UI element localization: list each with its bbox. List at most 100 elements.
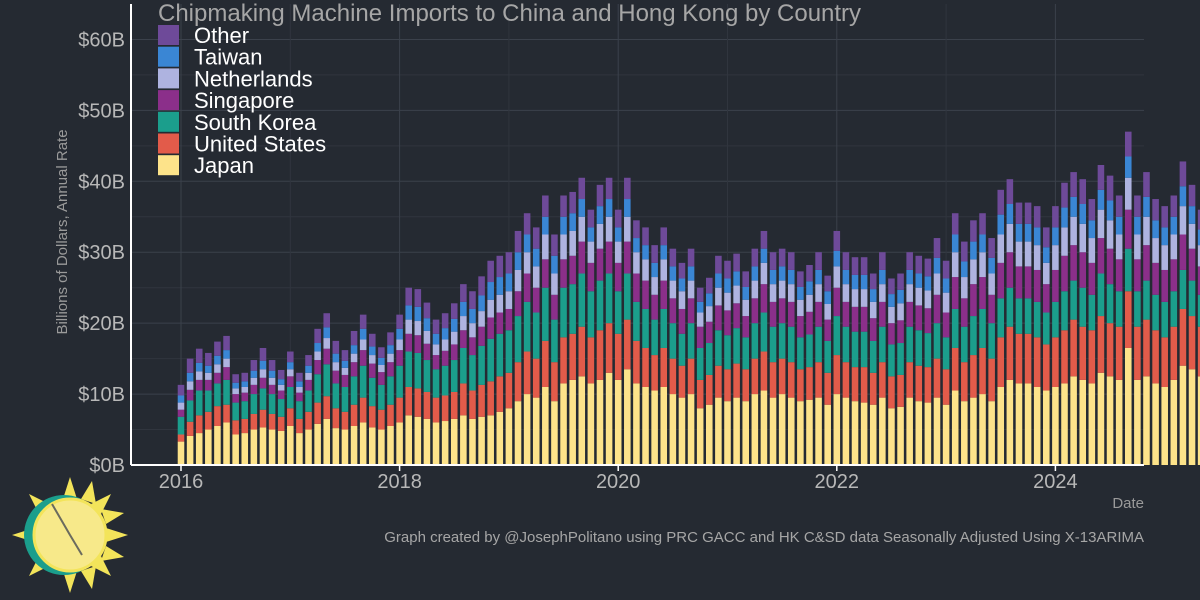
bar-segment-japan [1015,383,1023,465]
bar-segment-netherlands [815,284,822,302]
bar-segment-netherlands [587,241,595,263]
bar-segment-netherlands [660,259,668,281]
bar-segment-taiwan [1115,216,1123,235]
bar-segment-other [1061,182,1068,208]
bar-segment-south-korea [387,376,394,405]
legend-swatch [158,133,179,154]
bar-segment-singapore [660,280,668,309]
legend-label: Taiwan [194,45,262,70]
bar-segment-south-korea [760,312,768,352]
bar-segment-other [906,252,913,270]
bar-segment-other [450,303,458,319]
bar-segment-other [232,374,239,383]
bar-segment-netherlands [715,287,722,306]
bar-segment-singapore [596,248,604,281]
bar-segment-united-states [441,395,449,422]
bar-segment-taiwan [1197,229,1200,246]
bar-segment-singapore [396,350,403,366]
bar-segment-netherlands [769,284,777,302]
bar-segment-singapore [1124,209,1132,249]
bar-segment-singapore [751,298,759,324]
bar-segment-netherlands [332,362,340,371]
bar-segment-japan [1043,390,1050,465]
bar-segment-united-states [214,406,221,426]
bar-segment-netherlands [186,381,194,390]
bar-segment-singapore [469,337,476,356]
bar-segment-united-states [651,355,658,391]
bar-segment-japan [542,386,549,465]
bar-segment-netherlands [1097,209,1105,239]
bar-segment-south-korea [469,355,476,391]
bar-segment-singapore [186,389,194,401]
bar-segment-other [1115,195,1123,217]
bar-segment-netherlands [687,280,695,299]
bar-segment-south-korea [678,333,686,366]
bar-segment-singapore [1061,255,1068,292]
bar-segment-singapore [259,377,267,389]
bar-segment-south-korea [1061,291,1068,331]
bar-segment-japan [514,401,522,465]
bar-segment-japan [478,416,485,465]
bar-segment-japan [450,418,458,465]
bar-segment-taiwan [979,234,986,253]
bar-segment-taiwan [478,295,485,312]
bar-segment-singapore [833,287,841,317]
bar-segment-other [542,195,549,217]
bar-segment-other [1188,184,1196,207]
bar-segment-japan [1115,379,1123,465]
bar-segment-netherlands [250,377,258,385]
bar-segment-taiwan [332,353,340,363]
bar-segment-south-korea [715,330,722,366]
bar-segment-japan [259,427,267,465]
bar-segment-singapore [350,362,358,377]
bar-segment-taiwan [942,278,950,293]
bar-segment-other [369,333,376,347]
bar-segment-other [961,241,968,262]
legend-label: Netherlands [194,66,313,91]
bar-segment-united-states [332,408,340,429]
bar-segment-other [769,252,777,270]
bar-segment-united-states [1088,330,1096,384]
bar-segment-united-states [1179,308,1187,366]
bar-segment-netherlands [979,252,986,278]
bar-segment-netherlands [869,301,877,319]
bar-segment-other [742,271,749,287]
bar-segment-united-states [186,421,194,436]
bar-segment-united-states [1197,326,1200,377]
bar-segment-netherlands [1070,216,1077,246]
bar-segment-netherlands [1134,234,1141,260]
bar-segment-taiwan [441,328,449,340]
bar-segment-south-korea [897,343,904,375]
bar-segment-south-korea [496,333,504,377]
bar-segment-japan [378,429,385,465]
bar-segment-japan [1161,386,1168,465]
bar-segment-japan [997,386,1005,465]
bar-segment-netherlands [651,277,658,295]
bar-segment-taiwan [824,291,831,305]
bar-segment-south-korea [332,383,340,409]
bar-segment-united-states [1052,337,1059,387]
bar-segment-japan [332,428,340,465]
bar-segment-other [1134,195,1141,217]
bar-segment-singapore [496,312,504,334]
bar-segment-taiwan [341,360,349,368]
bar-segment-taiwan [587,227,595,242]
bar-segment-singapore [287,376,294,387]
bar-segment-south-korea [195,390,203,416]
bar-segment-singapore [1079,252,1087,288]
bar-segment-south-korea [487,338,494,382]
bar-segment-japan [205,429,212,465]
bar-segment-united-states [523,351,531,395]
bar-segment-united-states [815,362,822,398]
bar-segment-other [596,184,604,207]
bar-segment-united-states [924,367,932,403]
bar-segment-taiwan [1079,204,1087,224]
bar-segment-japan [778,394,786,465]
bar-segment-united-states [195,415,203,434]
bar-segment-south-korea [460,347,467,384]
bar-segment-taiwan [961,261,968,278]
bar-segment-other [350,330,358,346]
bar-segment-south-korea [259,388,267,410]
bar-segment-japan [687,394,695,465]
bar-segment-taiwan [460,301,467,317]
